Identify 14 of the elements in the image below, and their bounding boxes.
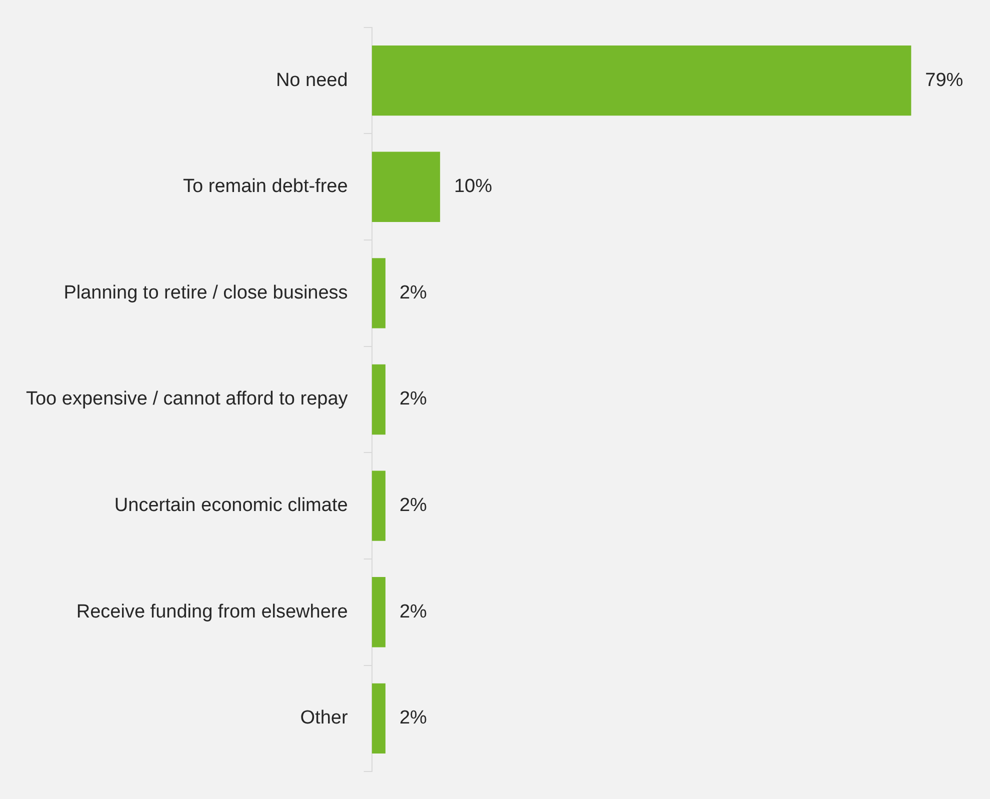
data-label: 10%	[454, 176, 492, 198]
y-tick-label: Too expensive / cannot afford to repay	[26, 388, 348, 410]
data-label: 79%	[925, 70, 964, 91]
y-tick-label: To remain debt-free	[183, 176, 348, 198]
data-label: 2%	[399, 495, 428, 516]
y-tick-label: Receive funding from elsewhere	[76, 601, 348, 622]
data-label: 2%	[399, 282, 428, 304]
y-tick-label: Other	[300, 708, 348, 729]
y-tick-label: No need	[276, 70, 348, 91]
data-label: 2%	[399, 601, 428, 622]
y-tick-label: Uncertain economic climate	[114, 495, 348, 516]
data-label: 2%	[399, 388, 428, 410]
y-tick-label: Planning to retire / close business	[64, 282, 348, 304]
data-label: 2%	[399, 708, 428, 729]
